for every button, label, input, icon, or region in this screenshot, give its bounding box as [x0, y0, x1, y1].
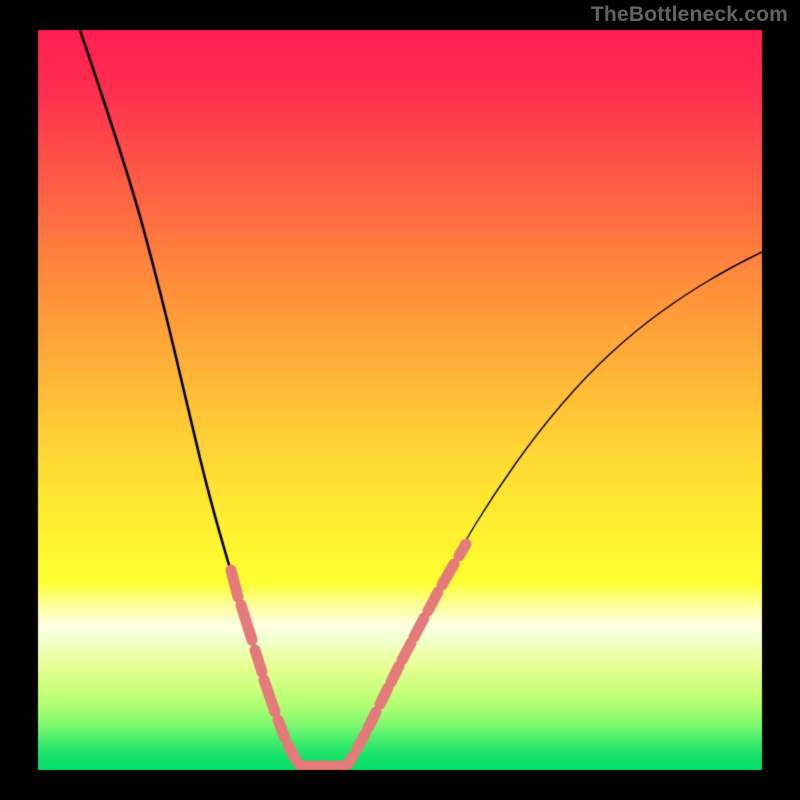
bottleneck-chart [0, 0, 800, 800]
watermark-text: TheBottleneck.com [591, 3, 788, 27]
